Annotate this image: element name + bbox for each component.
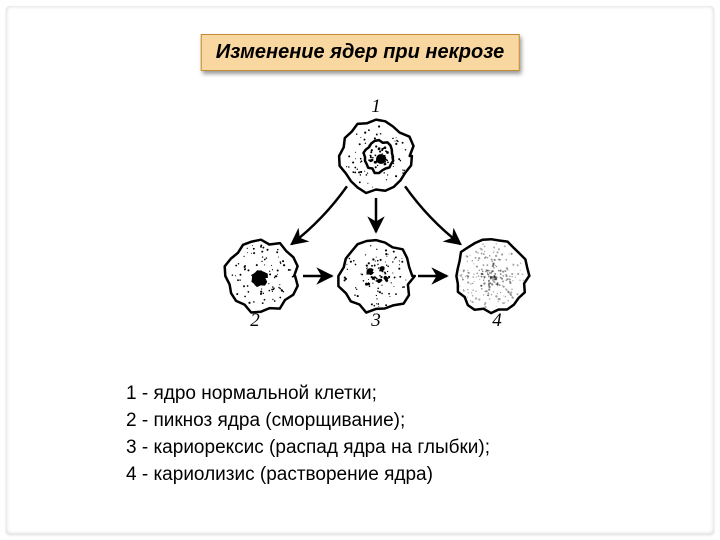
cell-label: 1 — [371, 98, 381, 117]
arrow — [291, 186, 346, 244]
slide-frame: Изменение ядер при некрозе 1 2 3 4 1 - ядро… — [6, 6, 714, 534]
legend: 1 - ядро нормальной клетки; 2 - пикноз я… — [126, 381, 490, 489]
cell-label: 3 — [370, 310, 381, 331]
cell-4 — [456, 239, 529, 313]
cell-1 — [339, 120, 413, 193]
cell-2 — [225, 240, 298, 313]
cell-label: 4 — [492, 310, 502, 331]
cell-3 — [338, 240, 414, 313]
slide-title: Изменение ядер при некрозе — [201, 34, 520, 71]
legend-line-1: 1 - ядро нормальной клетки; — [126, 381, 490, 408]
cell-label: 2 — [250, 310, 260, 331]
legend-line-2: 2 - пикноз ядра (сморщивание); — [126, 408, 490, 435]
legend-line-4: 4 - кариолизис (растворение ядра) — [126, 462, 490, 489]
legend-line-3: 3 - кариорексис (распад ядра на глыбки); — [126, 435, 490, 462]
diagram-container: 1 2 3 4 — [191, 98, 561, 343]
necrosis-diagram: 1 2 3 4 — [191, 98, 561, 343]
arrow — [405, 186, 460, 244]
